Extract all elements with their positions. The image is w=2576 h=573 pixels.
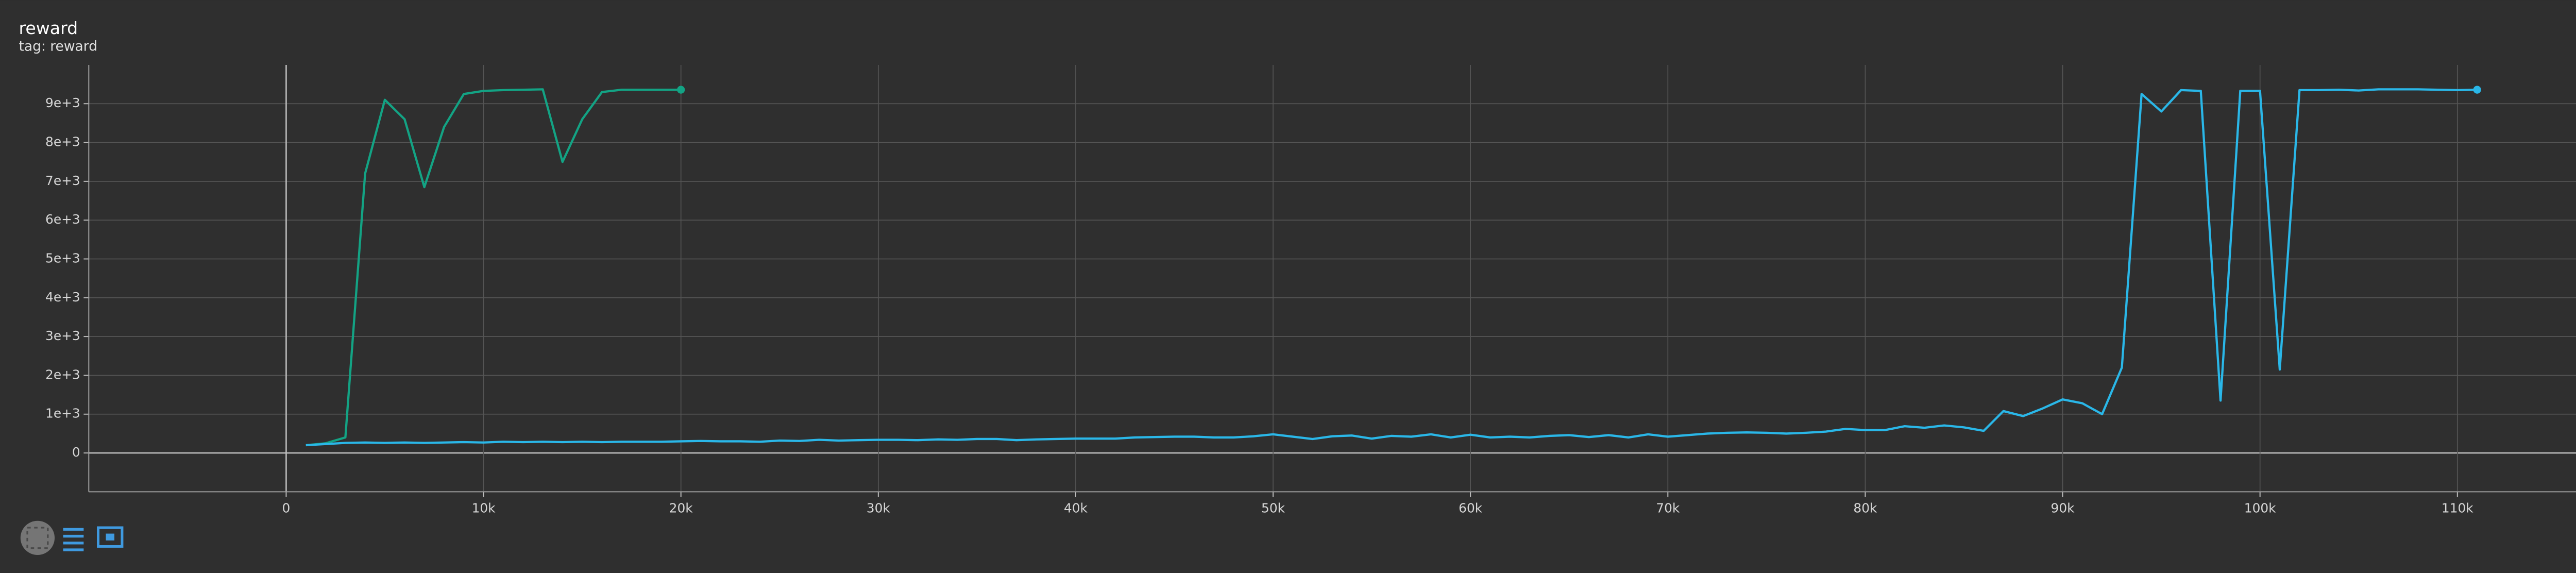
last-point — [677, 86, 685, 94]
last-point — [2473, 86, 2481, 94]
x-tick-label: 50k — [1261, 501, 1285, 516]
plot-area: 0 1e+3 2e+3 3e+3 4e+3 5e+3 6e+3 7e+3 8e+3 9e+3 0 10… — [45, 64, 2576, 516]
zoom-button[interactable] — [97, 526, 124, 548]
x-tick-label: 20k — [669, 501, 693, 516]
y-tick-label: 3e+3 — [45, 328, 80, 343]
x-tick-label: 60k — [1459, 501, 1483, 516]
series-line — [306, 88, 681, 447]
x-tick-label: 10k — [472, 501, 496, 516]
x-tick-label: 110k — [2442, 501, 2473, 516]
series-line — [306, 88, 2478, 447]
y-tick-label: 6e+3 — [45, 212, 80, 227]
x-tick-label: 30k — [867, 501, 891, 516]
x-tick-label: 0 — [282, 501, 291, 516]
y-tick-label: 5e+3 — [45, 251, 80, 266]
log-scale-button[interactable] — [63, 528, 84, 551]
fit-icon — [26, 527, 49, 549]
y-tick-label: 1e+3 — [45, 406, 80, 421]
y-tick-label: 0 — [72, 445, 80, 460]
y-tick-label: 4e+3 — [45, 290, 80, 305]
y-tick-label: 9e+3 — [45, 95, 80, 110]
x-tick-label: 40k — [1064, 501, 1088, 516]
x-tick-label: 80k — [1853, 501, 1877, 516]
x-tick-label: 70k — [1656, 501, 1680, 516]
y-tick-label: 7e+3 — [45, 173, 80, 188]
toolbar — [20, 520, 124, 555]
fit-domain-button[interactable] — [20, 520, 55, 555]
chart-title: reward — [19, 18, 78, 38]
chart-subtitle: tag: reward — [19, 39, 97, 55]
y-tick-label: 2e+3 — [45, 367, 80, 382]
x-tick-label: 100k — [2244, 501, 2276, 516]
x-tick-label: 90k — [2051, 501, 2075, 516]
y-tick-label: 8e+3 — [45, 134, 80, 149]
